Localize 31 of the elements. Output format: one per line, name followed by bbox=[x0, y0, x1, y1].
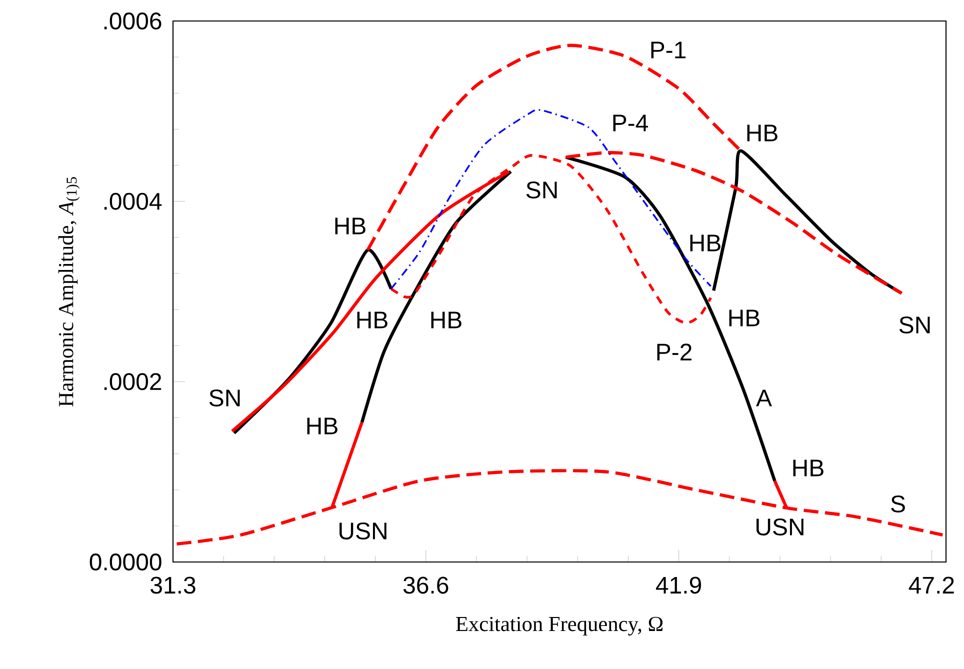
annotation: HB bbox=[729, 310, 760, 326]
line-series bbox=[366, 44, 742, 252]
x-tick-label: 31.3 bbox=[150, 576, 196, 594]
annotation: P-4 bbox=[613, 114, 648, 132]
y-axis-title: Harmonic Amplitude, A$_{(1)5}$ bbox=[58, 177, 80, 406]
annotation: P-2 bbox=[657, 344, 692, 360]
y-tick-label: .0002 bbox=[104, 373, 162, 390]
annotation: USN bbox=[756, 518, 804, 536]
annotation: HB bbox=[357, 312, 388, 328]
annotation: HB bbox=[335, 218, 366, 234]
annotation: S bbox=[891, 495, 905, 512]
annotation: P-1 bbox=[651, 42, 686, 58]
annotation: SN bbox=[209, 389, 240, 406]
y-tick-label: 0.0000 bbox=[90, 553, 162, 570]
annotation: HB bbox=[431, 312, 462, 328]
line-series bbox=[564, 151, 904, 295]
line-series bbox=[564, 156, 776, 482]
x-axis-title: Excitation Frequency, Ω bbox=[456, 616, 663, 636]
annotation: HB bbox=[307, 418, 338, 434]
annotation: HB bbox=[690, 234, 720, 252]
annotation: A bbox=[756, 390, 772, 406]
x-tick-label: 41.9 bbox=[656, 576, 702, 594]
x-tick-label: 47.2 bbox=[908, 576, 954, 594]
y-tick-label: .0004 bbox=[104, 192, 162, 210]
annotation: HB bbox=[747, 124, 778, 142]
annotation: HB bbox=[793, 460, 824, 476]
annotation: SN bbox=[899, 316, 930, 334]
annotation: USN bbox=[340, 522, 386, 540]
annotation: SN bbox=[526, 181, 557, 198]
y-tick-label: .0006 bbox=[104, 12, 162, 30]
x-tick-label: 36.6 bbox=[403, 576, 448, 594]
